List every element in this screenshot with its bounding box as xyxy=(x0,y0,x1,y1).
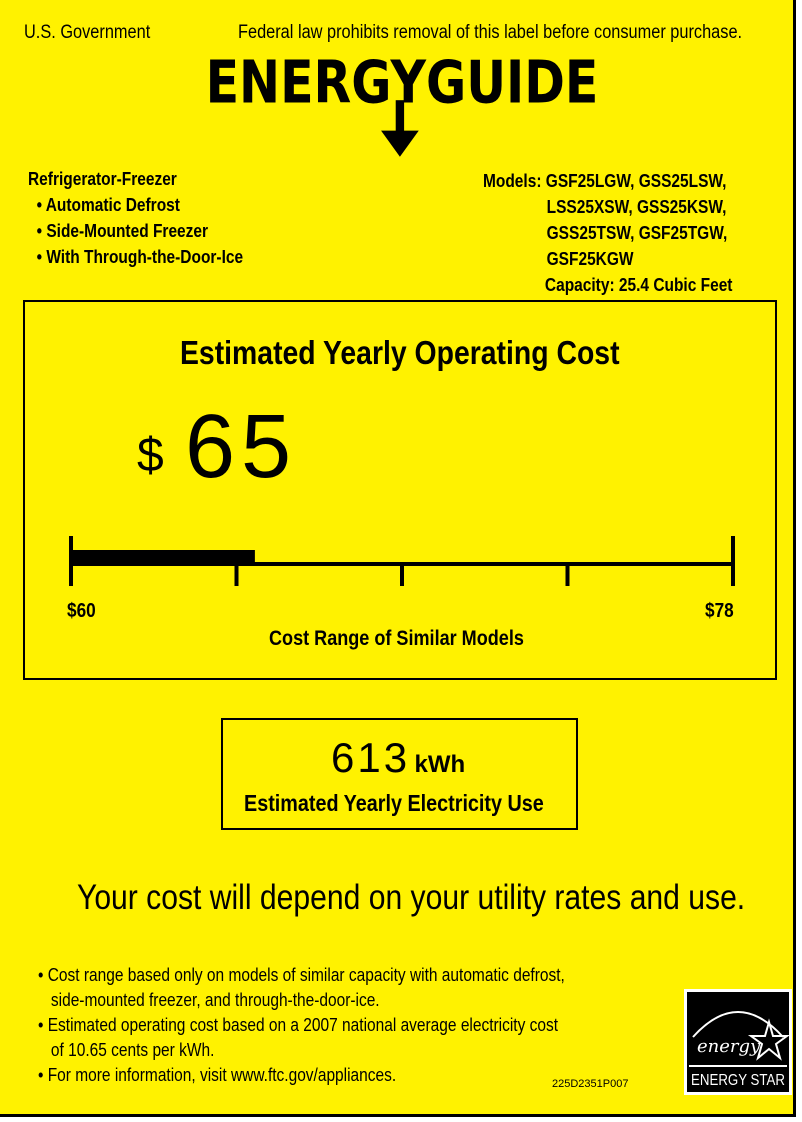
header-left: U.S. Government xyxy=(24,22,151,43)
kwh-value: 613 xyxy=(331,734,411,781)
range-label: Cost Range of Similar Models xyxy=(269,627,524,650)
cost-title: Estimated Yearly Operating Cost xyxy=(180,334,620,371)
models-info: Models: GSF25LGW, GSS25LSW, LSS25XSW, GS… xyxy=(483,168,773,298)
model-line: LSS25XSW, GSS25KSW, xyxy=(546,197,727,217)
header-right: Federal law prohibits removal of this la… xyxy=(238,22,743,43)
product-type: Refrigerator-Freezer xyxy=(28,169,177,189)
arrow-down-icon xyxy=(381,130,419,157)
footnote: of 10.65 cents per kWh. xyxy=(50,1040,215,1060)
footnote: Cost range based only on models of simil… xyxy=(47,965,565,985)
kwh-unit: kWh xyxy=(414,751,466,778)
cost-indicator-bar xyxy=(71,550,255,564)
feature: Side-Mounted Freezer xyxy=(46,221,209,241)
arrow-shaft xyxy=(395,100,405,143)
electricity-box: 613 kWh Estimated Yearly Electricity Use xyxy=(221,718,578,830)
cost-scale xyxy=(69,536,735,586)
currency-symbol: $ xyxy=(137,429,164,482)
footnotes: • Cost range based only on models of sim… xyxy=(38,965,565,1085)
notice: Your cost will depend on your utility ra… xyxy=(77,878,746,917)
cost-value: 65 xyxy=(185,397,298,497)
capacity: Capacity: 25.4 Cubic Feet xyxy=(544,275,733,295)
label-code: 225D2351P007 xyxy=(552,1078,629,1090)
range-max: $78 xyxy=(705,600,734,622)
product-info: Refrigerator-Freezer • Automatic Defrost… xyxy=(28,166,278,270)
range-min: $60 xyxy=(67,600,96,622)
feature: Automatic Defrost xyxy=(45,195,180,215)
models-label: Models: xyxy=(483,171,542,191)
footnote: side-mounted freezer, and through-the-do… xyxy=(50,990,380,1010)
footnote: For more information, visit www.ftc.gov/… xyxy=(47,1065,397,1085)
star-icon xyxy=(747,1018,791,1061)
cost-box: Estimated Yearly Operating Cost $ 65 $60… xyxy=(23,300,777,680)
energy-star-text: ENERGY STAR xyxy=(691,1072,785,1089)
model-line: GSF25KGW xyxy=(546,249,634,269)
model-line: GSS25TSW, GSF25TGW, xyxy=(546,223,728,243)
kwh-label: Estimated Yearly Electricity Use xyxy=(244,790,544,816)
feature: With Through-the-Door-Ice xyxy=(46,247,244,267)
footnote: Estimated operating cost based on a 2007… xyxy=(47,1015,559,1035)
energy-star-logo: energy ENERGY STAR xyxy=(684,989,792,1095)
model-line: GSF25LGW, GSS25LSW, xyxy=(545,171,727,191)
energy-script: energy xyxy=(697,1036,761,1057)
energyguide-logo: ENERGYGUIDE xyxy=(206,52,598,157)
